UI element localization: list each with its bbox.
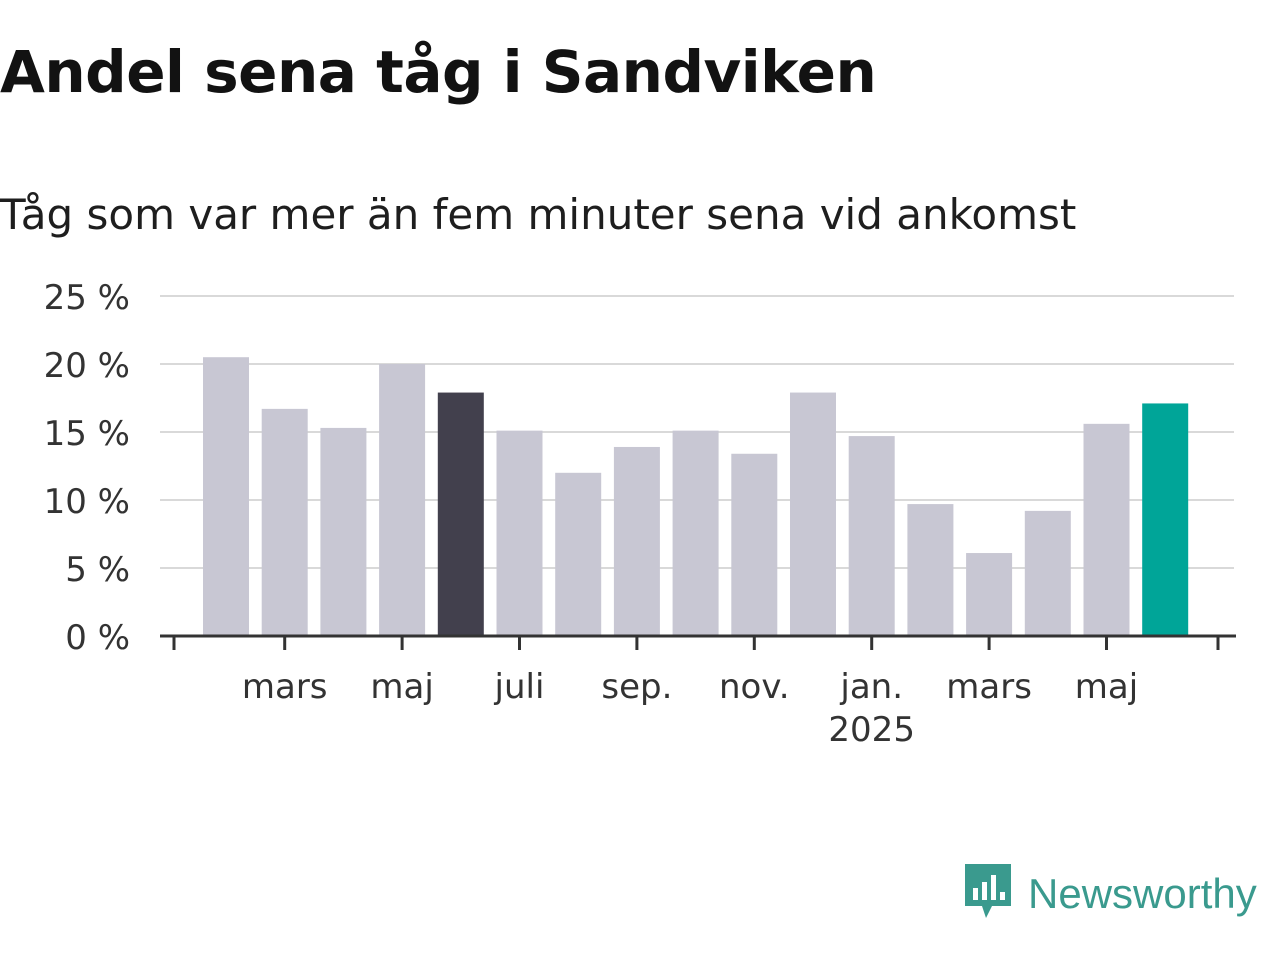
bar-chart-icon [962,862,1014,926]
y-axis-labels: 0 % 5 % 10 % 15 % 20 % 25 % [44,278,130,658]
bar [731,453,778,636]
bar [1024,510,1071,636]
x-tick-label: maj [370,667,433,707]
x-tick-sublabel: 2025 [828,710,915,750]
bar [613,446,660,636]
y-tick-label: 20 % [44,346,130,386]
bar [966,553,1013,636]
x-axis: mars maj juli sep. nov. jan.2025 mars maj [160,634,1236,750]
bar-chart: 0 % 5 % 10 % 15 % 20 % 25 % mars maj juli sep. no… [44,278,1236,750]
x-tick-label: nov. [719,667,790,707]
x-tick-label: maj [1075,667,1138,707]
x-tick-label: sep. [601,667,672,707]
x-tick-label: mars [946,667,1032,707]
bar [203,357,249,636]
bar [496,430,543,636]
x-tick-label: juli [494,667,545,707]
bar [555,472,602,636]
brand-logo: Newsworthy [962,862,1257,926]
bars [203,357,1189,636]
x-tick-label: jan. [839,667,903,707]
bar [1142,403,1189,636]
bar [320,427,367,636]
bar [379,364,426,636]
bar [261,408,308,636]
brand-name: Newsworthy [1028,870,1257,917]
bar [848,436,895,636]
y-tick-label: 5 % [65,550,130,590]
bar [790,392,836,636]
bar [907,504,954,636]
chart-title: Andel sena tåg i Sandviken [0,38,877,106]
x-tick-label: mars [242,667,328,707]
bar [672,430,719,636]
y-tick-label: 15 % [44,414,130,454]
chart-subtitle: Tåg som var mer än fem minuter sena vid … [0,190,1077,239]
y-tick-label: 10 % [44,482,130,522]
y-tick-label: 0 % [65,618,130,658]
bar [437,392,484,636]
y-tick-label: 25 % [44,278,130,318]
bar [1083,423,1130,636]
